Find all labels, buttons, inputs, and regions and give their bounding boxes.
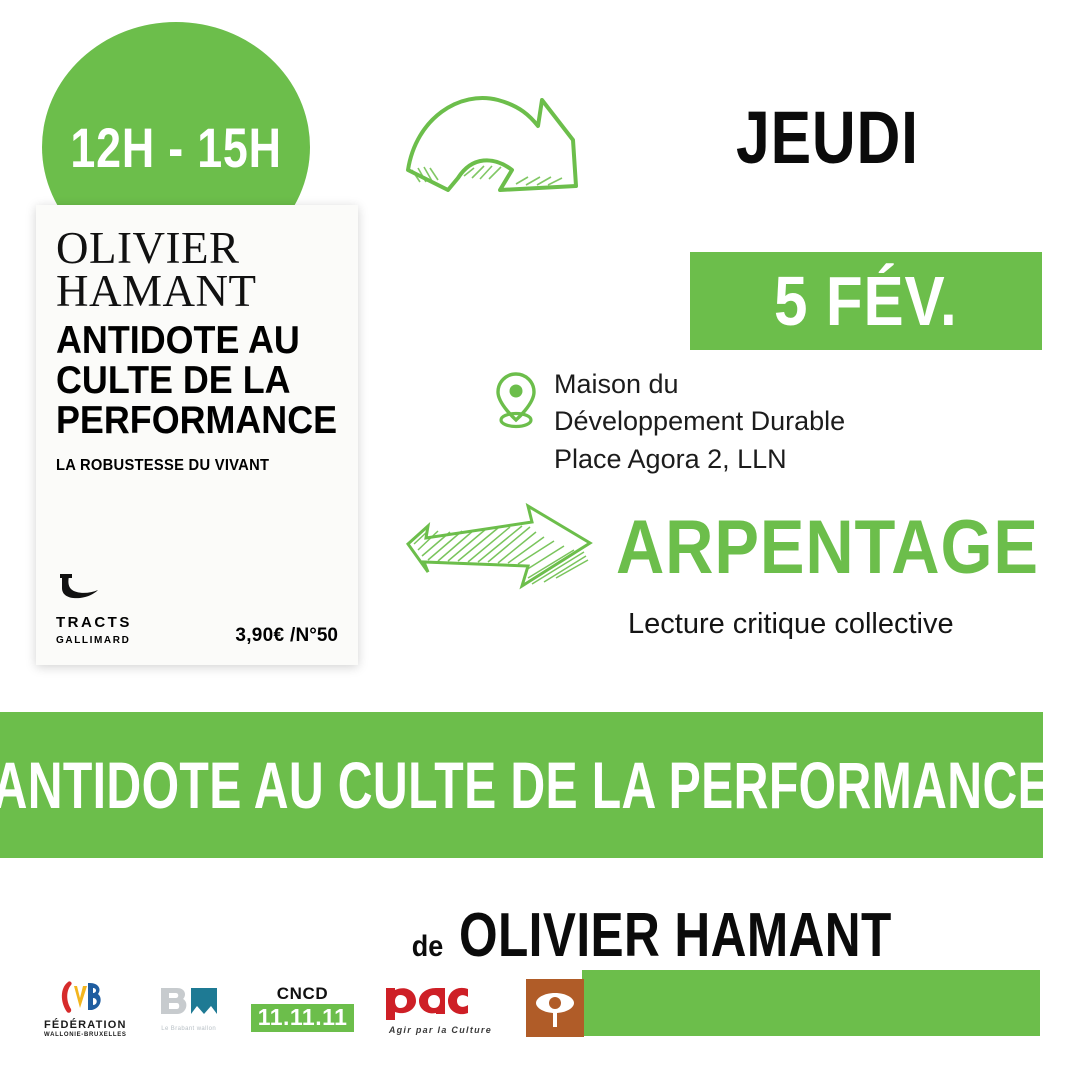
pac-tagline: Agir par la Culture [388,1024,493,1035]
date-badge: 5 FÉV. [690,252,1042,350]
author-credit: de OLIVIER HAMANT [410,900,1000,971]
fwb-line1: FÉDÉRATION [44,1019,127,1031]
title-banner: ANTIDOTE AU CULTE DE LA PERFORMANCE [0,712,1050,858]
time-label: 12H - 15H [70,115,282,179]
fwb-logo-icon [62,981,102,1013]
author-name: OLIVIER HAMANT [459,901,892,970]
weekday-label: JEUDI [736,96,919,179]
format-subtitle: Lecture critique collective [628,608,954,640]
flower-logo-icon [526,979,585,1037]
book-title: ANTIDOTE AU CULTE DE LA PERFORMANCE [56,319,338,442]
publisher-block: TRACTS GALLIMARD [56,572,132,647]
hand-drawn-arrow-icon [406,502,593,590]
location-text: Maison du Développement Durable Place Ag… [554,369,846,474]
location-block: Maison du Développement Durable Place Ag… [492,366,845,478]
decorative-green-block [582,970,1040,1036]
format-block: ARPENTAGE [404,500,1080,595]
cncd-title: CNCD [276,983,329,1003]
format-label: ARPENTAGE [616,504,1039,590]
logo-flower [526,979,585,1037]
pac-logo-icon [386,987,469,1020]
logo-federation-wallonie-bruxelles: FÉDÉRATION WALLONIE-BRUXELLES [44,978,127,1038]
publisher-label: GALLIMARD [56,634,131,646]
cncd-number: 11.11.11 [250,1003,355,1032]
bw-tagline: Le Brabant wallon [161,1026,217,1032]
book-cover: OLIVIER HAMANT ANTIDOTE AU CULTE DE LA P… [36,205,358,665]
book-price: 3,90€ /N°50 [235,625,338,646]
book-subtitle: LA ROBUSTESSE DU VIVANT [56,456,270,474]
bw-logo-icon [160,988,217,1014]
book-author: OLIVIER HAMANT [56,223,257,317]
logo-brabant-wallon: Le Brabant wallon [157,984,221,1032]
collection-label: TRACTS [56,613,132,631]
partner-logos: FÉDÉRATION WALLONIE-BRUXELLES Le Brabant… [44,972,585,1044]
map-pin-icon [496,372,536,429]
logo-pac: Agir par la Culture [384,982,496,1035]
author-prefix: de [411,930,444,963]
logo-cncd-11-11-11: CNCD 11.11.11 [250,983,355,1032]
hand-drawn-arrow-icon [406,96,578,192]
tracts-logo-icon [60,573,98,598]
book-issue: N°50 [295,625,338,646]
date-label: 5 FÉV. [774,262,958,340]
banner-title: ANTIDOTE AU CULTE DE LA PERFORMANCE [0,748,1051,822]
fwb-line2: WALLONIE-BRUXELLES [44,1032,127,1038]
